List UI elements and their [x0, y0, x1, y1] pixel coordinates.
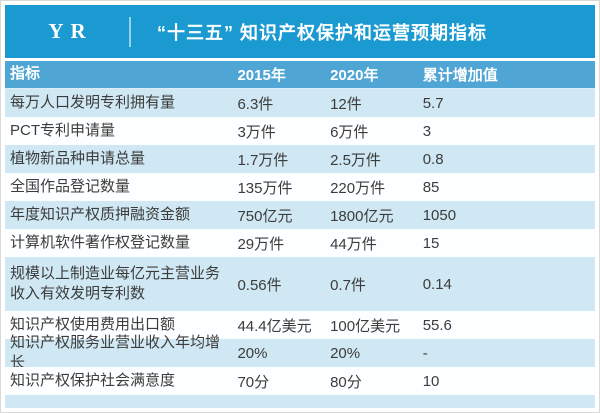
value-2015-cell: 135万件	[237, 179, 293, 197]
value-2020-cell: 100亿美元	[330, 317, 401, 335]
table-row: PCT专利申请量 3万件 6万件 3	[5, 117, 595, 145]
table-row: 知识产权保护社会满意度 70分 80分 10	[5, 367, 595, 395]
value-2015-cell: 70分	[237, 373, 270, 391]
increase-cell: 3	[422, 122, 432, 140]
increase-cell: -	[422, 344, 428, 362]
value-2020-cell: 2.5万件	[330, 151, 381, 169]
indicator-cell: 规模以上制造业每亿元主营业务收入有效发明专利数	[10, 264, 221, 302]
title-band: YR “十三五” 知识产权保护和运营预期指标	[5, 5, 595, 58]
table-row: 年度知识产权质押融资金额 750亿元 1800亿元 1050	[5, 201, 595, 229]
table-row: 计算机软件著作权登记数量 29万件 44万件 15	[5, 229, 595, 257]
indicator-cell: 年度知识产权质押融资金额	[10, 205, 191, 223]
increase-cell: 1050	[422, 206, 457, 224]
increase-cell: 10	[422, 372, 440, 390]
value-2015-cell: 750亿元	[237, 207, 293, 225]
table-header-row: 指标 2015年 2020年 累计增加值	[5, 61, 595, 89]
indicator-cell: 知识产权服务业营业收入年均增长	[10, 333, 221, 371]
value-2020-cell: 0.7件	[330, 276, 366, 294]
value-2015-cell: 20%	[237, 344, 268, 362]
indicator-cell: 知识产权使用费用出口额	[10, 315, 176, 333]
indicator-cell: PCT专利申请量	[10, 121, 116, 139]
indicator-cell: 计算机软件著作权登记数量	[10, 233, 191, 251]
logo-yr: YR	[48, 19, 93, 43]
increase-cell: 15	[422, 234, 440, 252]
column-header-indicator: 指标	[10, 65, 41, 83]
column-header-increase: 累计增加值	[422, 67, 498, 84]
value-2015-cell: 6.3件	[237, 95, 274, 113]
value-2015-cell: 29万件	[237, 235, 285, 253]
table-row: 植物新品种申请总量 1.7万件 2.5万件 0.8	[5, 145, 595, 173]
value-2015-cell: 1.7万件	[237, 151, 289, 169]
value-2020-cell: 6万件	[330, 123, 369, 141]
indicator-cell: 植物新品种申请总量	[10, 149, 146, 167]
value-2015-cell: 44.4亿美元	[237, 317, 312, 335]
indicator-cell: 每万人口发明专利拥有量	[10, 93, 176, 111]
increase-cell: 5.7	[422, 94, 444, 112]
table-row: 每万人口发明专利拥有量 6.3件 12件 5.7	[5, 89, 595, 117]
band-table-gap	[5, 58, 595, 61]
indicator-cell: 知识产权保护社会满意度	[10, 371, 176, 389]
value-2015-cell: 3万件	[237, 123, 276, 141]
value-2020-cell: 20%	[330, 344, 361, 362]
value-2020-cell: 12件	[330, 95, 362, 113]
table-row: 知识产权服务业营业收入年均增长 20% 20% -	[5, 334, 595, 371]
value-2020-cell: 80分	[330, 373, 362, 391]
table-row: 全国作品登记数量 135万件 220万件 85	[5, 173, 595, 201]
increase-cell: 0.8	[422, 150, 444, 168]
increase-cell: 0.14	[422, 275, 452, 293]
table-row: 知识产权使用费用出口额 44.4亿美元 100亿美元 55.6	[5, 311, 595, 339]
bottom-strip	[5, 395, 595, 408]
column-header-2015: 2015年	[237, 67, 286, 84]
value-2020-cell: 44万件	[330, 235, 377, 253]
indicator-cell: 全国作品登记数量	[10, 177, 131, 195]
value-2020-cell: 1800亿元	[330, 207, 394, 225]
value-2020-cell: 220万件	[330, 179, 386, 197]
table-row: 规模以上制造业每亿元主营业务收入有效发明专利数 0.56件 0.7件 0.14	[5, 257, 595, 311]
divider-line	[129, 16, 131, 47]
value-2015-cell: 0.56件	[237, 276, 282, 294]
column-header-2020: 2020年	[330, 67, 379, 84]
increase-cell: 55.6	[422, 316, 452, 334]
increase-cell: 85	[422, 178, 440, 196]
page-title: “十三五” 知识产权保护和运营预期指标	[157, 22, 487, 43]
